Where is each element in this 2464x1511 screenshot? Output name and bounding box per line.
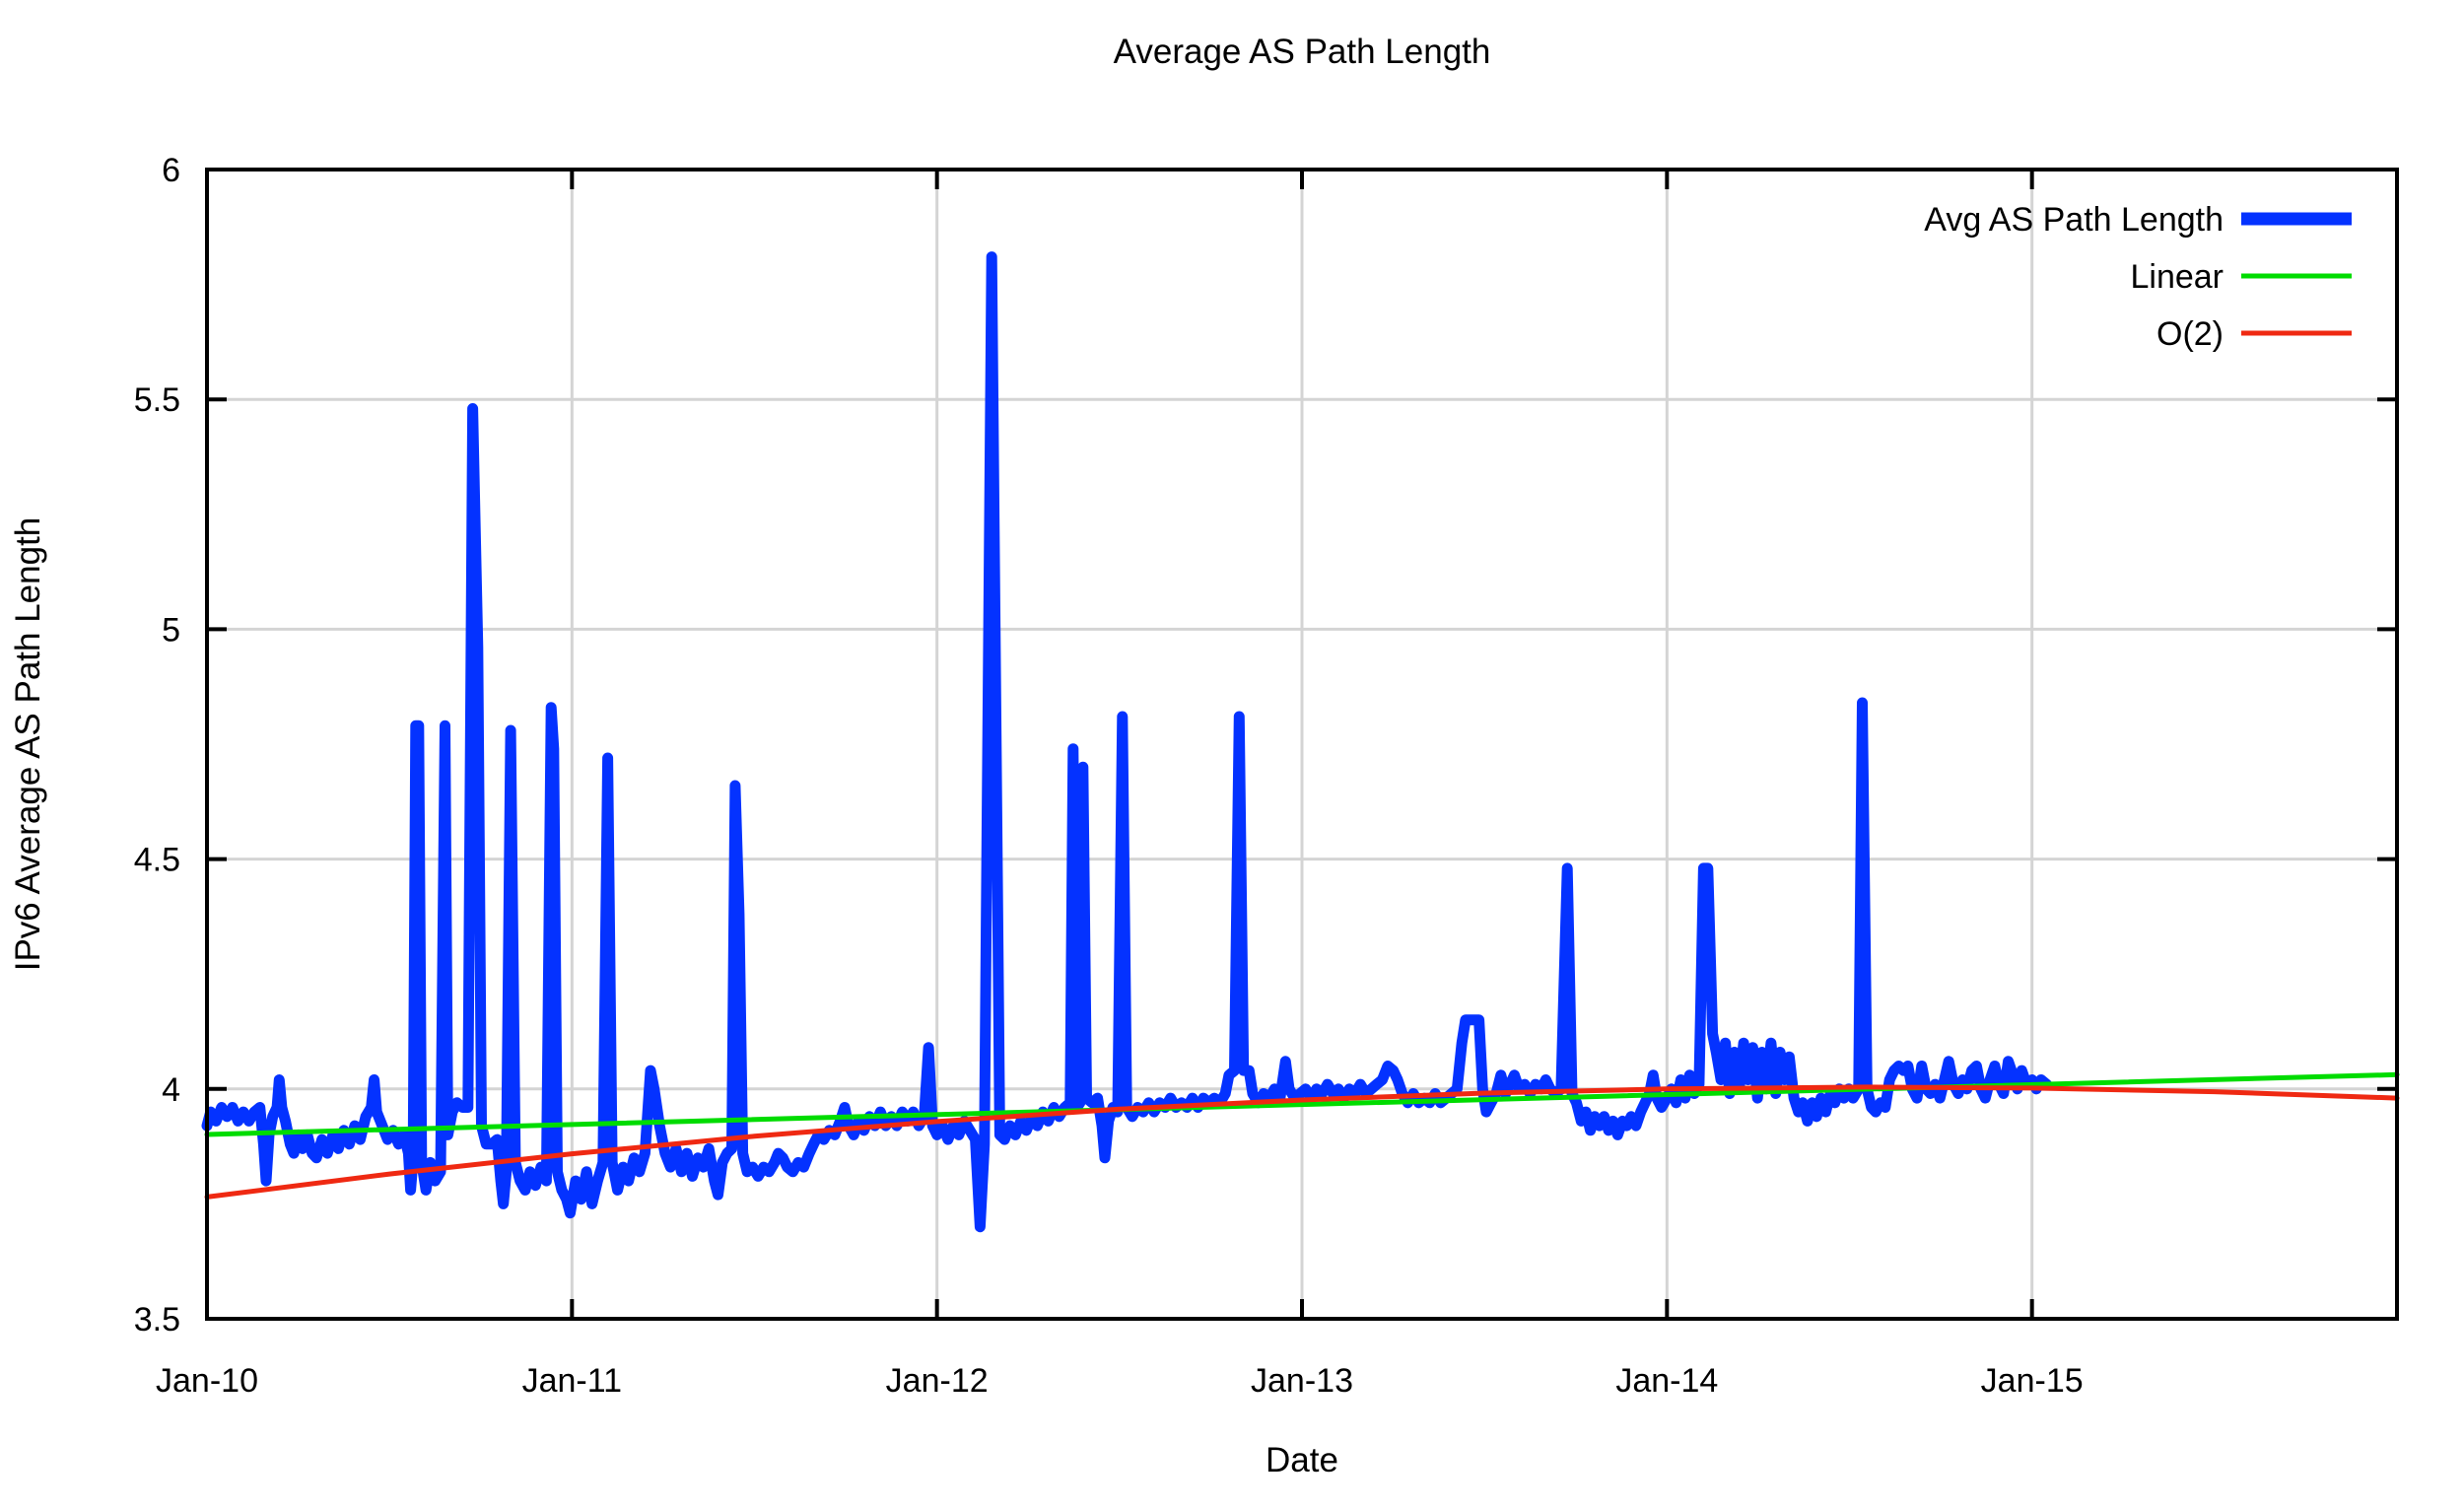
legend-label-o2: O(2) xyxy=(2156,315,2224,353)
series-line-linear xyxy=(204,1071,2400,1137)
y-tick-label: 5 xyxy=(162,611,180,649)
y-tick-label: 4.5 xyxy=(134,842,180,879)
series-line-avg-as-path-length xyxy=(201,251,2052,1233)
x-tick-label: Jan-10 xyxy=(156,1362,258,1400)
y-tick-label: 6 xyxy=(162,152,180,189)
plot-border xyxy=(205,168,2399,1321)
chart-title: Average AS Path Length xyxy=(1114,33,1491,71)
x-tick-label: Jan-14 xyxy=(1615,1362,1718,1400)
x-tick-label: Jan-15 xyxy=(1981,1362,2084,1400)
series-layer xyxy=(201,251,2400,1233)
legend: Avg AS Path Length Linear O(2) xyxy=(1924,201,2352,353)
x-tick-label: Jan-13 xyxy=(1251,1362,1353,1400)
grid-layer xyxy=(207,170,2397,1319)
x-tick-label: Jan-11 xyxy=(522,1362,622,1400)
y-axis-label: IPv6 Average AS Path Length xyxy=(9,517,47,972)
x-tick-label: Jan-12 xyxy=(886,1362,989,1400)
legend-label-avg-as-path-length: Avg AS Path Length xyxy=(1924,201,2224,239)
series-line-o-2- xyxy=(204,1084,2400,1200)
x-axis-label: Date xyxy=(1266,1441,1338,1479)
y-tick-label: 5.5 xyxy=(134,381,180,419)
label-layer: Jan-10 Jan-11 Jan-12 Jan-13 Jan-14 Jan-15 3.5 4… xyxy=(134,152,2084,1400)
legend-label-linear: Linear xyxy=(2130,258,2224,296)
y-tick-label: 3.5 xyxy=(134,1301,180,1339)
y-tick-label: 4 xyxy=(162,1071,180,1109)
